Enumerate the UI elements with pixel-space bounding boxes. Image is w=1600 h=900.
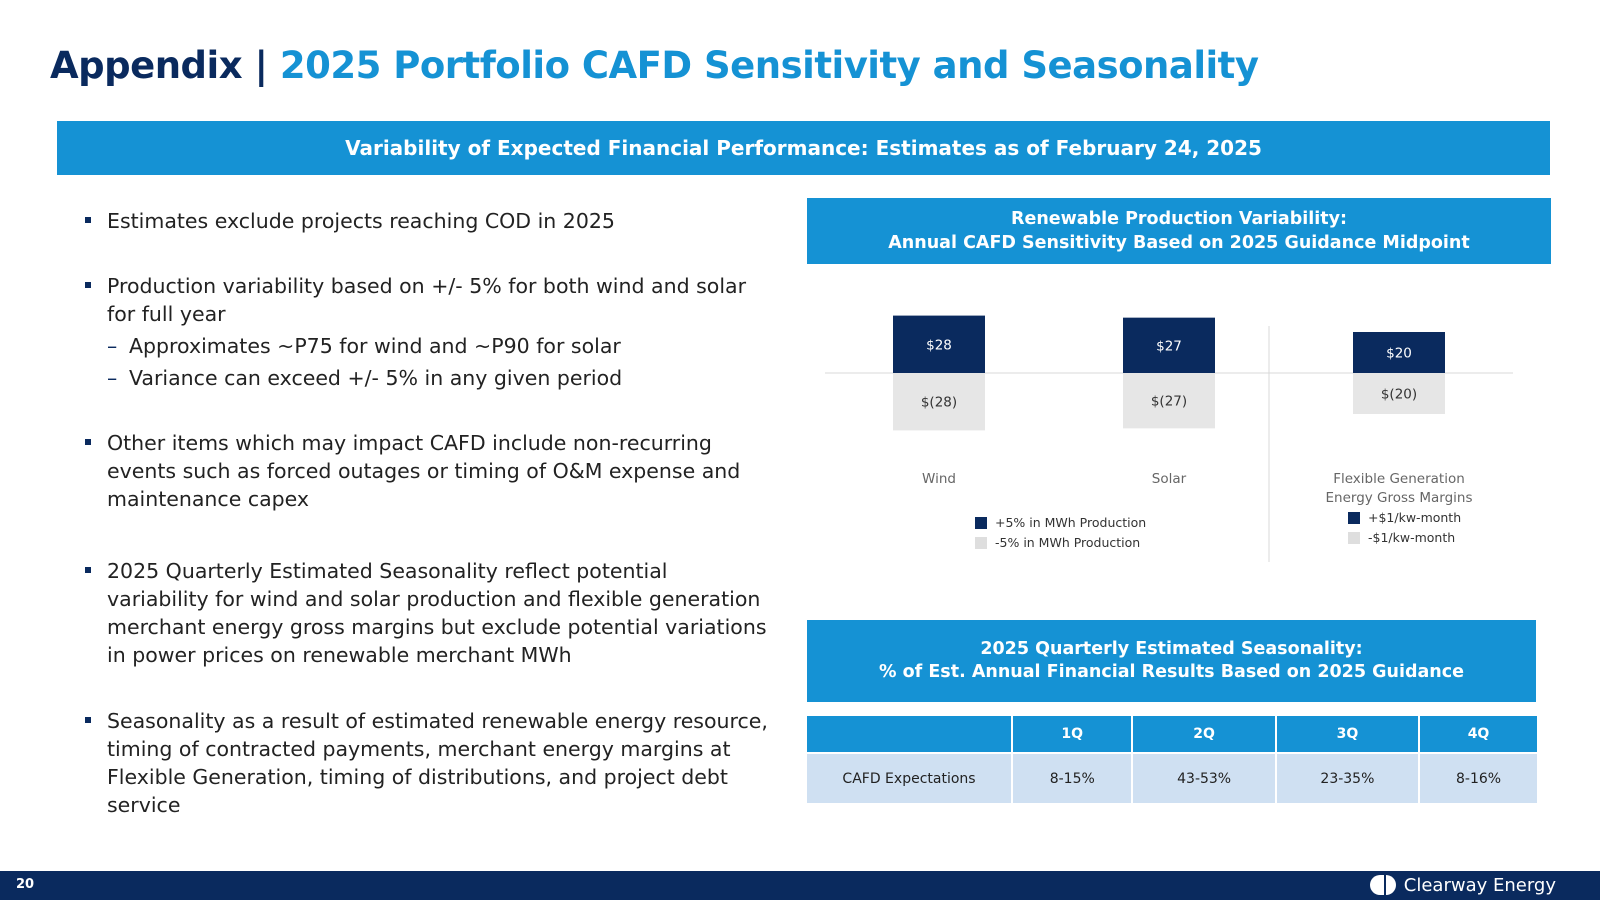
legend-label: +$1/kw-month <box>1368 510 1461 525</box>
bullet-marker-icon <box>85 439 91 445</box>
dash-icon: – <box>107 366 118 390</box>
bullet-item: Production variability based on +/- 5% f… <box>85 272 775 390</box>
table-cell: 8-15% <box>1012 752 1134 803</box>
legend-swatch <box>1348 532 1360 544</box>
seasonality-header-line2: % of Est. Annual Financial Results Based… <box>879 662 1464 682</box>
bullet-text: Other items which may impact CAFD includ… <box>107 431 741 511</box>
table-header-cell <box>807 716 1013 753</box>
table-header-cell: 4Q <box>1419 716 1537 753</box>
bullet-marker-icon <box>85 282 91 288</box>
bullet-item: Seasonality as a result of estimated ren… <box>85 707 775 819</box>
bullet-marker-icon <box>85 217 91 223</box>
data-label: $(28) <box>921 395 957 411</box>
category-label: Solar <box>1152 471 1187 487</box>
brand-logo: Clearway Energy <box>1368 874 1556 896</box>
brand-name: Clearway Energy <box>1403 874 1556 896</box>
section-banner: Variability of Expected Financial Perfor… <box>57 121 1550 175</box>
bar <box>1123 373 1215 429</box>
chart-header: Renewable Production Variability: Annual… <box>807 198 1551 264</box>
sub-bullet-text: Variance can exceed +/- 5% in any given … <box>129 366 623 390</box>
data-label: $20 <box>1386 346 1412 362</box>
table-header-cell: 1Q <box>1012 716 1134 753</box>
table-header-row: 1Q 2Q 3Q 4Q <box>807 716 1537 753</box>
page-number: 20 <box>16 877 35 892</box>
bar <box>893 315 985 373</box>
bullet-item: Other items which may impact CAFD includ… <box>85 429 775 513</box>
chart-header-line2: Annual CAFD Sensitivity Based on 2025 Gu… <box>888 233 1470 253</box>
legend-label: -5% in MWh Production <box>995 535 1140 550</box>
bullet-text: Production variability based on +/- 5% f… <box>107 274 747 326</box>
data-label: $(20) <box>1381 387 1417 403</box>
data-label: $28 <box>926 337 952 353</box>
category-label: Wind <box>922 471 956 487</box>
seasonality-header-line1: 2025 Quarterly Estimated Seasonality: <box>980 639 1363 659</box>
bullet-item: 2025 Quarterly Estimated Seasonality ref… <box>85 557 775 669</box>
bullet-marker-icon <box>85 717 91 723</box>
legend-swatch <box>975 517 987 529</box>
footer-bar: 20 Clearway Energy <box>0 871 1600 900</box>
cafd-sensitivity-chart: $28 $27 $(28) $(27) $20 $(20) Wind Solar Flexibl… <box>825 315 1513 562</box>
dash-icon: – <box>107 334 118 358</box>
sub-bullet-item: – Variance can exceed +/- 5% in any give… <box>107 364 767 392</box>
table-header-cell: 2Q <box>1132 716 1277 753</box>
bar <box>1353 373 1445 414</box>
sub-bullet-item: – Approximates ~P75 for wind and ~P90 fo… <box>107 332 767 360</box>
bullet-item: Estimates exclude projects reaching COD … <box>85 207 775 235</box>
title-main: 2025 Portfolio CAFD Sensitivity and Seas… <box>279 44 1259 87</box>
clearway-logo-icon <box>1368 874 1398 896</box>
bullet-text: Estimates exclude projects reaching COD … <box>107 209 615 233</box>
sub-bullet-text: Approximates ~P75 for wind and ~P90 for … <box>129 334 621 358</box>
data-label: $(27) <box>1151 394 1187 410</box>
category-label: Energy Gross Margins <box>1325 490 1472 506</box>
bullet-text: Seasonality as a result of estimated ren… <box>107 709 768 817</box>
table-row-label: CAFD Expectations <box>807 752 1013 803</box>
legend-swatch <box>975 537 987 549</box>
legend-label: -$1/kw-month <box>1368 530 1455 545</box>
bar <box>893 373 985 431</box>
seasonality-header: 2025 Quarterly Estimated Seasonality: % … <box>807 620 1536 702</box>
bullet-marker-icon <box>85 567 91 573</box>
category-label: Flexible Generation <box>1333 471 1465 487</box>
table-cell: 43-53% <box>1132 752 1277 803</box>
legend-label: +5% in MWh Production <box>995 515 1146 530</box>
chart-header-line1: Renewable Production Variability: <box>1010 209 1348 229</box>
table-cell: 8-16% <box>1419 752 1537 803</box>
title-prefix: Appendix | <box>50 44 280 87</box>
bar <box>1123 317 1215 373</box>
bullet-text: 2025 Quarterly Estimated Seasonality ref… <box>107 559 767 667</box>
table-cell: 23-35% <box>1275 752 1421 803</box>
page-title: Appendix | 2025 Portfolio CAFD Sensitivi… <box>50 44 1259 87</box>
seasonality-table: 1Q 2Q 3Q 4Q CAFD Expectations 8-15% 43-5… <box>807 716 1537 803</box>
table-header-cell: 3Q <box>1275 716 1421 753</box>
table-row: CAFD Expectations 8-15% 43-53% 23-35% 8-… <box>807 752 1537 803</box>
bar <box>1353 332 1445 373</box>
data-label: $27 <box>1156 338 1182 354</box>
legend-swatch <box>1348 512 1360 524</box>
